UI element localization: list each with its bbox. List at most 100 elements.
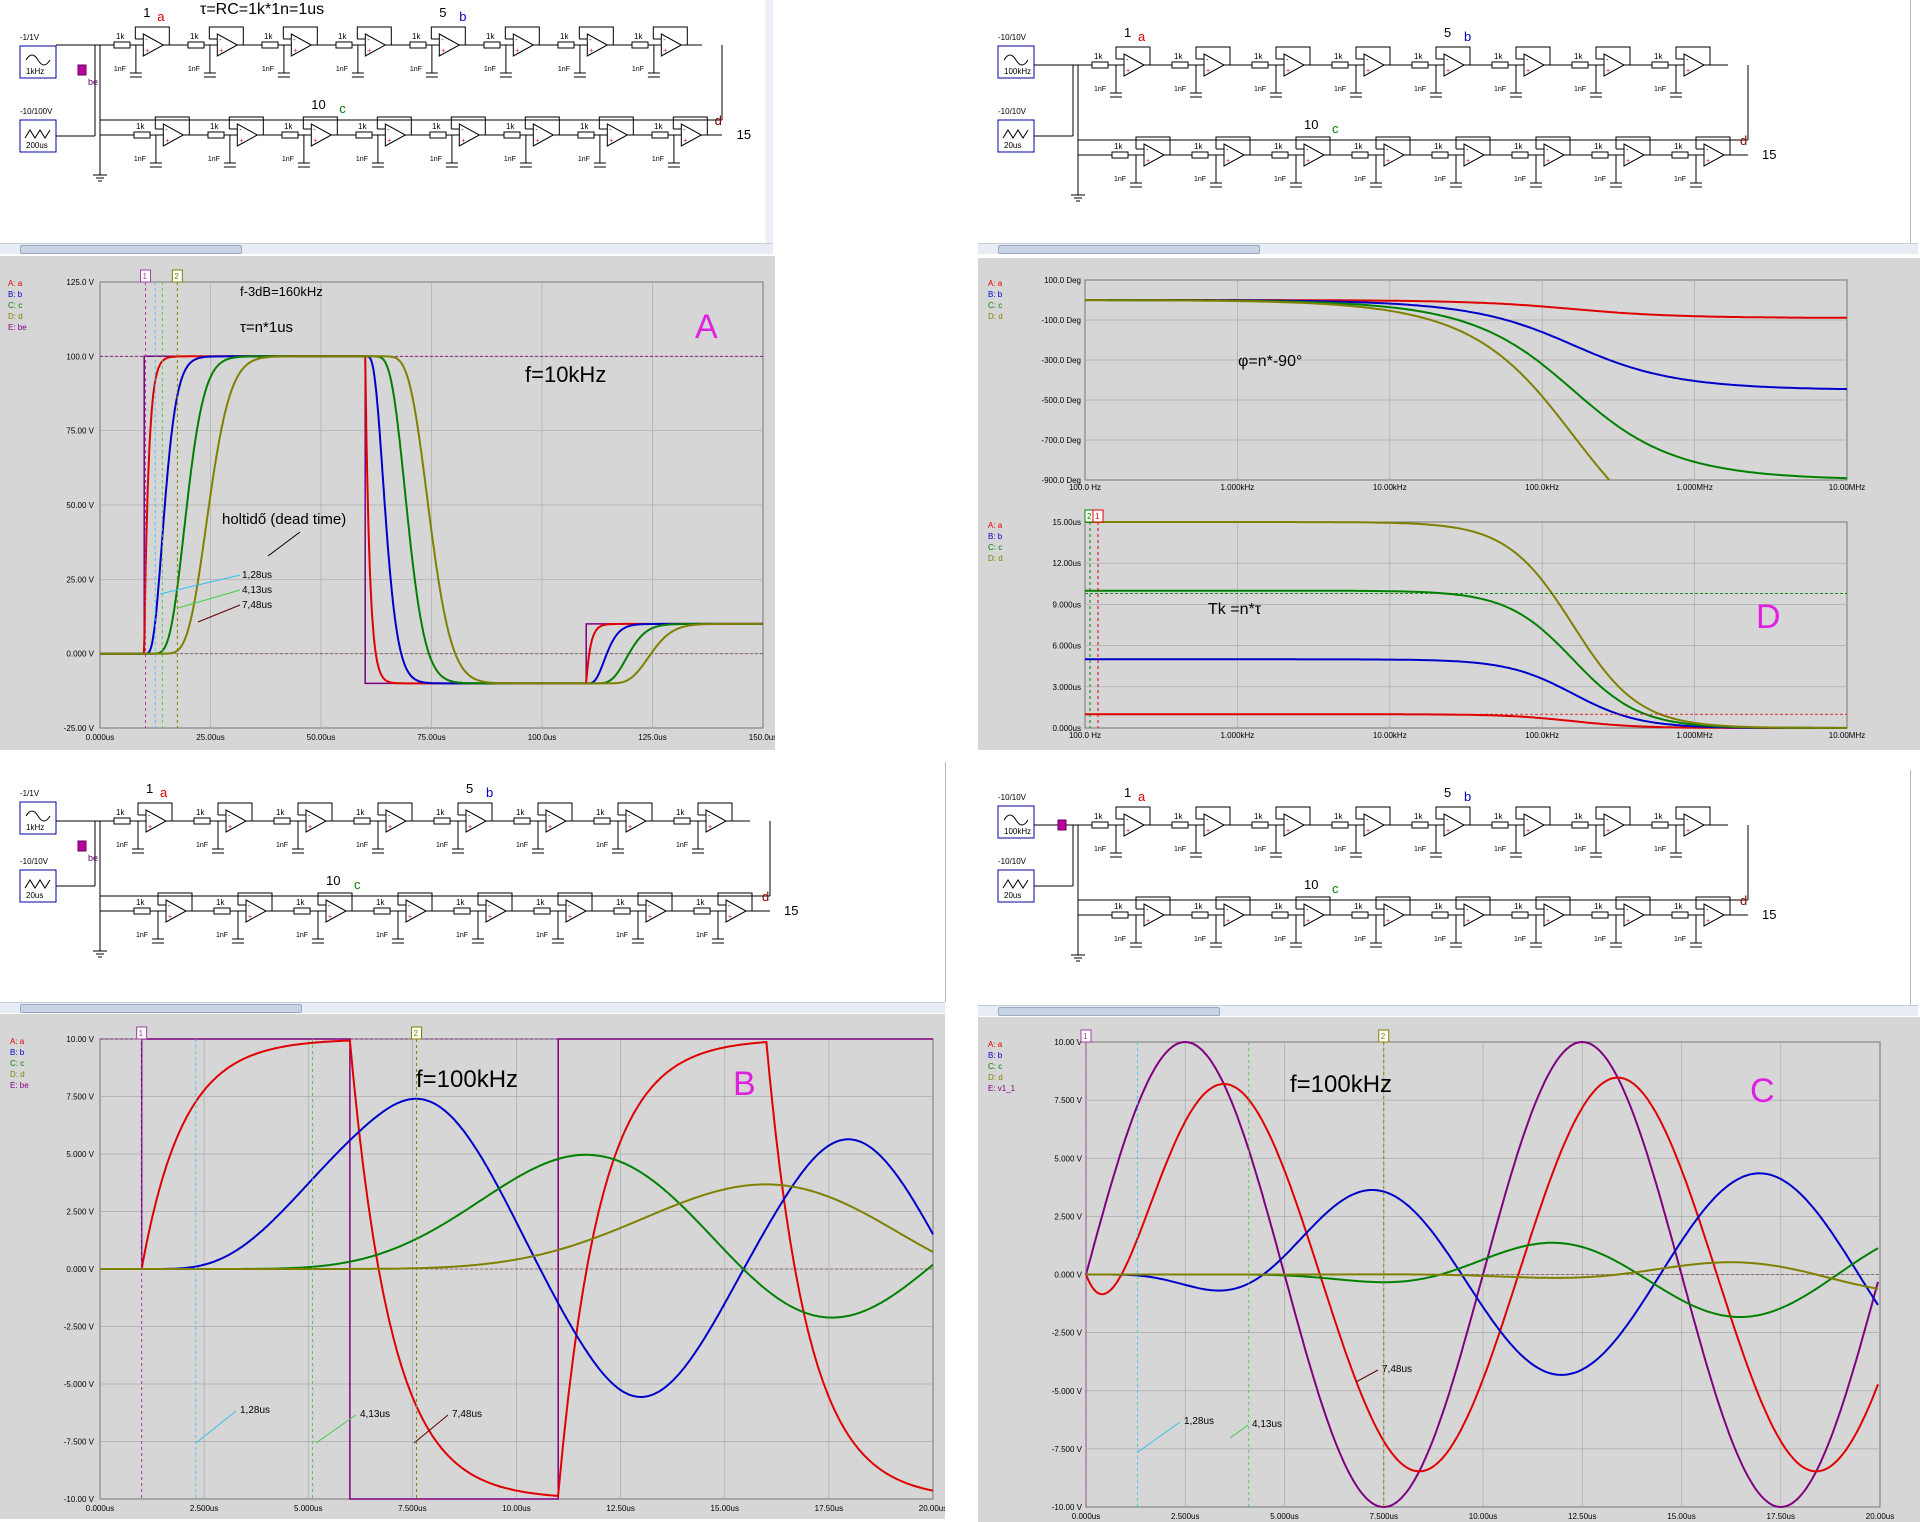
opamp-feedback-wire [1675,806,1711,826]
x-tick-label: 10.00us [502,1504,530,1513]
annotation-t3: 7,48us [242,600,272,611]
capacitor-symbol [1210,182,1222,188]
capacitor-label: 1nF [516,842,528,849]
big-label-d: D [1756,598,1781,636]
resistor-symbol [261,41,279,49]
capacitor-symbol [1370,942,1382,948]
opamp-plus-sign: + [1466,918,1470,925]
pulse-wave-icon [1002,879,1029,889]
y-tick-label: -10.00 V [1052,1503,1083,1512]
opamp-symbol [438,33,461,57]
capacitor-label: 1nF [430,156,442,163]
schematic-scrollbar-vertical[interactable] [765,0,773,243]
opamp-feedback-wire [137,802,173,822]
capacitor-label: 1nF [1254,846,1266,853]
opamp-feedback-wire [1455,896,1491,916]
legend-entry: C: c [988,1062,1002,1071]
pulse-wave-icon [24,129,51,139]
capacitor-symbol [1270,852,1282,858]
y-tick-label: 2.500 V [1054,1212,1082,1221]
opamp-feedback-wire [457,802,493,822]
resistor-label: 1k [376,898,385,907]
opamp-minus-sign: - [313,127,316,134]
schematic-scrollbar-horizontal[interactable] [978,243,1918,254]
resistor-symbol [1111,911,1129,919]
source2-timing: 20us [26,891,43,900]
opamp-plus-sign: + [728,914,732,921]
scrollbar-thumb[interactable] [998,245,1260,254]
capacitor-label: 1nF [632,66,644,73]
resistor-label: 1k [696,898,705,907]
opamp-plus-sign: + [1206,828,1210,835]
node-number-15: 15 [784,903,798,918]
scrollbar-thumb[interactable] [20,245,242,254]
opamp-feedback-wire [617,802,653,822]
opamp-plus-sign: + [441,48,445,55]
delay-y-tick-label: 3.000us [1053,683,1081,692]
schematic-scrollbar-horizontal[interactable] [0,243,773,254]
opamp-feedback-wire [356,26,392,46]
capacitor-symbol [1290,942,1302,948]
y-tick-label: -5.000 V [64,1380,95,1389]
opamp-feedback-wire [697,802,733,822]
delay-y-tick-label: 0.000us [1053,724,1081,733]
opamp-plus-sign: + [1146,158,1150,165]
scrollbar-thumb[interactable] [20,1004,302,1013]
opamp-feedback-wire [1515,46,1551,66]
capacitor-label: 1nF [1494,86,1506,93]
capacitor-label: 1nF [504,156,516,163]
opamp-plus-sign: + [609,138,613,145]
probe-e-marker [77,840,87,852]
resistor-symbol [503,131,521,139]
opamp-minus-sign: - [1546,907,1549,914]
opamp-minus-sign: - [548,813,551,820]
capacitor-symbol [1190,92,1202,98]
x-tick-label: 15.00us [1667,1512,1695,1521]
opamp-feedback-wire [377,802,413,822]
resistor-symbol [273,817,291,825]
legend-entry: C: c [988,301,1002,310]
opamp-feedback-wire [1615,896,1651,916]
opamp-feedback-wire [1695,136,1731,156]
series-d [100,355,763,685]
opamp-symbol [1143,903,1166,927]
legend-entry: C: c [8,301,22,310]
x-tick-label: 0.000us [86,1504,114,1513]
capacitor-label: 1nF [1594,176,1606,183]
resistor-symbol [1571,821,1589,829]
opamp-plus-sign: + [1706,918,1710,925]
node-label-b: b [486,785,493,800]
resistor-symbol [1491,821,1509,829]
opamp-plus-sign: + [1206,68,1210,75]
source1-frequency: 1kHz [26,67,44,76]
resistor-symbol [1411,821,1429,829]
resistor-symbol [593,817,611,825]
opamp-feedback-wire [1615,136,1651,156]
capacitor-symbol [425,72,438,78]
x-tick-label: 100.0us [528,733,556,742]
opamp-feedback-wire [504,26,540,46]
scrollbar-thumb[interactable] [998,1007,1220,1016]
node-number-1: 1 [143,5,150,20]
opamp-symbol [1543,903,1566,927]
x-tick-label: 12.50us [606,1504,634,1513]
delay-series-b [1085,658,1847,729]
schematic-scrollbar-horizontal[interactable] [0,1002,945,1013]
sine-wave-icon [25,810,51,822]
y-tick-label: -25.00 V [64,724,95,733]
opamp-symbol [1203,53,1226,77]
opamp-feedback-wire [1375,136,1411,156]
cursor-1-flag [1092,509,1104,523]
capacitor-label: 1nF [1674,936,1686,943]
opamp-plus-sign: + [1446,68,1450,75]
resistor-symbol [1191,911,1209,919]
schematic-scrollbar-horizontal[interactable] [978,1005,1918,1016]
quadrant-top-right: -10/10V 100kHz -10/10V 20us 1k - +1nF 1k - +1nF 1k… [978,0,1920,760]
x-tick-label: 17.50us [1767,1512,1795,1521]
delay-series-d [1085,521,1847,729]
series-d [100,1183,934,1270]
resistor-label: 1k [1494,52,1503,61]
y-tick-label: -7.500 V [64,1438,95,1447]
arrow-t3 [197,604,241,623]
opamp-symbol [325,899,348,923]
